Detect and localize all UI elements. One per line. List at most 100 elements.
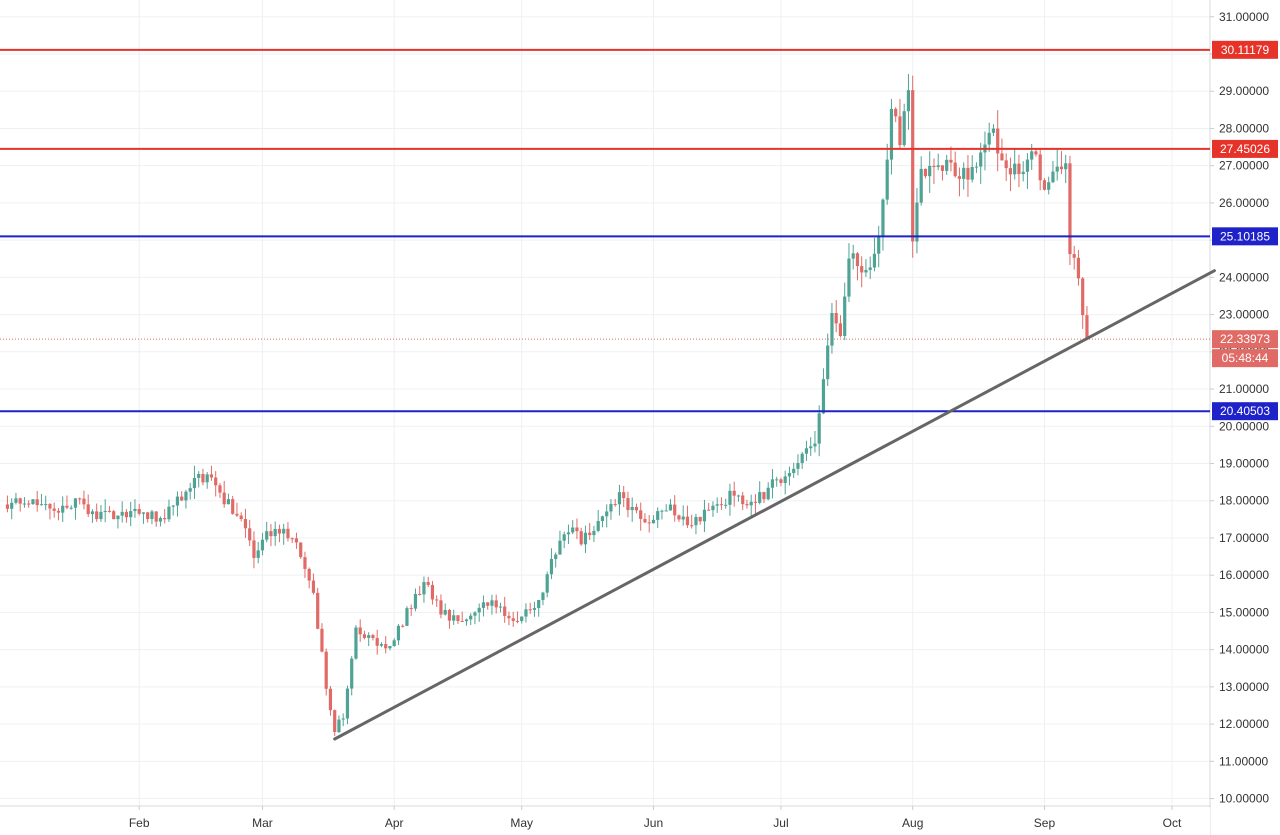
- candle-body: [277, 528, 282, 534]
- candle-body: [1064, 163, 1068, 170]
- candle-body: [558, 540, 562, 555]
- candle-body: [834, 312, 838, 324]
- candle-body: [112, 511, 116, 520]
- candle-body: [307, 568, 311, 581]
- candle-body: [231, 499, 235, 514]
- candle-body: [707, 509, 711, 511]
- candle-body: [647, 522, 651, 524]
- x-tick-label: Sep: [1034, 816, 1056, 830]
- candle-body: [401, 625, 405, 627]
- candle-body: [214, 477, 218, 486]
- candle-body: [146, 512, 150, 520]
- y-tick-label: 19.00000: [1219, 456, 1269, 470]
- candle-body: [494, 600, 498, 608]
- candle-body: [532, 608, 537, 610]
- candle-body: [579, 531, 583, 545]
- y-tick-label: 29.00000: [1219, 84, 1269, 98]
- candle-body: [473, 612, 477, 616]
- candle-body: [528, 609, 532, 611]
- candle-body: [69, 507, 73, 509]
- candle-body: [881, 199, 885, 236]
- candle-body: [617, 492, 622, 505]
- candle-body: [439, 600, 443, 615]
- candle-body: [660, 510, 664, 512]
- candle-body: [1059, 166, 1064, 170]
- candle-body: [209, 474, 214, 478]
- candle-body: [843, 296, 847, 337]
- candle-body: [133, 508, 137, 512]
- candle-body: [651, 519, 656, 524]
- level-price-tag: [1212, 402, 1278, 421]
- candle-body: [78, 498, 82, 500]
- candle-body: [826, 345, 830, 380]
- candle-body: [957, 176, 962, 179]
- candle-body: [137, 508, 141, 514]
- candle-body: [171, 505, 175, 507]
- candle-body: [851, 253, 855, 259]
- y-tick-label: 24.00000: [1219, 270, 1269, 284]
- candle-body: [82, 498, 86, 505]
- candle-body: [902, 111, 906, 146]
- candle-body: [732, 490, 736, 496]
- candle-body: [554, 554, 558, 560]
- candle-body: [1038, 154, 1042, 181]
- candle-body: [358, 627, 362, 635]
- candle-body: [830, 312, 834, 346]
- candle-body: [864, 269, 868, 273]
- candle-body: [1000, 153, 1004, 161]
- candle-body: [31, 499, 35, 505]
- candle-body: [613, 504, 617, 506]
- candle-body: [966, 167, 970, 180]
- y-tick-label: 12.00000: [1219, 717, 1269, 731]
- candle-body: [409, 608, 413, 610]
- candle-body: [919, 168, 923, 203]
- candle-body: [511, 618, 515, 621]
- candle-body: [116, 515, 120, 520]
- candle-body: [894, 108, 898, 117]
- candle-body: [324, 651, 328, 689]
- candle-body: [44, 504, 48, 506]
- candle-body: [243, 519, 248, 529]
- candle-body: [545, 574, 549, 593]
- candle-body: [201, 474, 205, 483]
- candle-body: [592, 530, 596, 536]
- level-price-tag: [1212, 139, 1278, 158]
- y-tick-label: 15.00000: [1219, 605, 1269, 619]
- candle-body: [503, 606, 507, 616]
- candle-body: [936, 165, 940, 168]
- last-price-label: 22.33973: [1220, 332, 1270, 346]
- candle-body: [766, 487, 770, 500]
- candle-body: [422, 582, 426, 595]
- candle-body: [1013, 163, 1017, 175]
- candle-body: [787, 472, 792, 477]
- candle-body: [1047, 182, 1051, 190]
- candle-body: [932, 165, 936, 168]
- candle-body: [1025, 159, 1030, 172]
- candle-body: [923, 168, 928, 177]
- candle-body: [167, 506, 171, 520]
- candle-body: [95, 511, 99, 520]
- y-tick-label: 16.00000: [1219, 568, 1269, 582]
- candle-body: [634, 506, 639, 511]
- y-tick-label: 27.00000: [1219, 159, 1269, 173]
- y-tick-label: 14.00000: [1219, 643, 1269, 657]
- candle-body: [800, 453, 804, 464]
- candle-body: [154, 511, 158, 522]
- candle-body: [1055, 166, 1059, 172]
- trendline[interactable]: [333, 269, 1216, 741]
- candle-body: [460, 621, 464, 623]
- candle-body: [719, 504, 724, 506]
- y-tick-label: 21.00000: [1219, 382, 1269, 396]
- candle-body: [1085, 315, 1089, 340]
- level-price-label: 25.10185: [1220, 229, 1270, 243]
- y-tick-label: 31.00000: [1219, 10, 1269, 24]
- candle-body: [749, 501, 753, 506]
- candle-body: [129, 511, 133, 518]
- candle-body: [813, 443, 817, 447]
- x-tick-label: Feb: [129, 816, 150, 830]
- level-price-tag: [1212, 227, 1278, 246]
- candle-body: [1068, 163, 1072, 255]
- candle-body: [197, 474, 201, 478]
- time-axis-panel: [0, 807, 1210, 835]
